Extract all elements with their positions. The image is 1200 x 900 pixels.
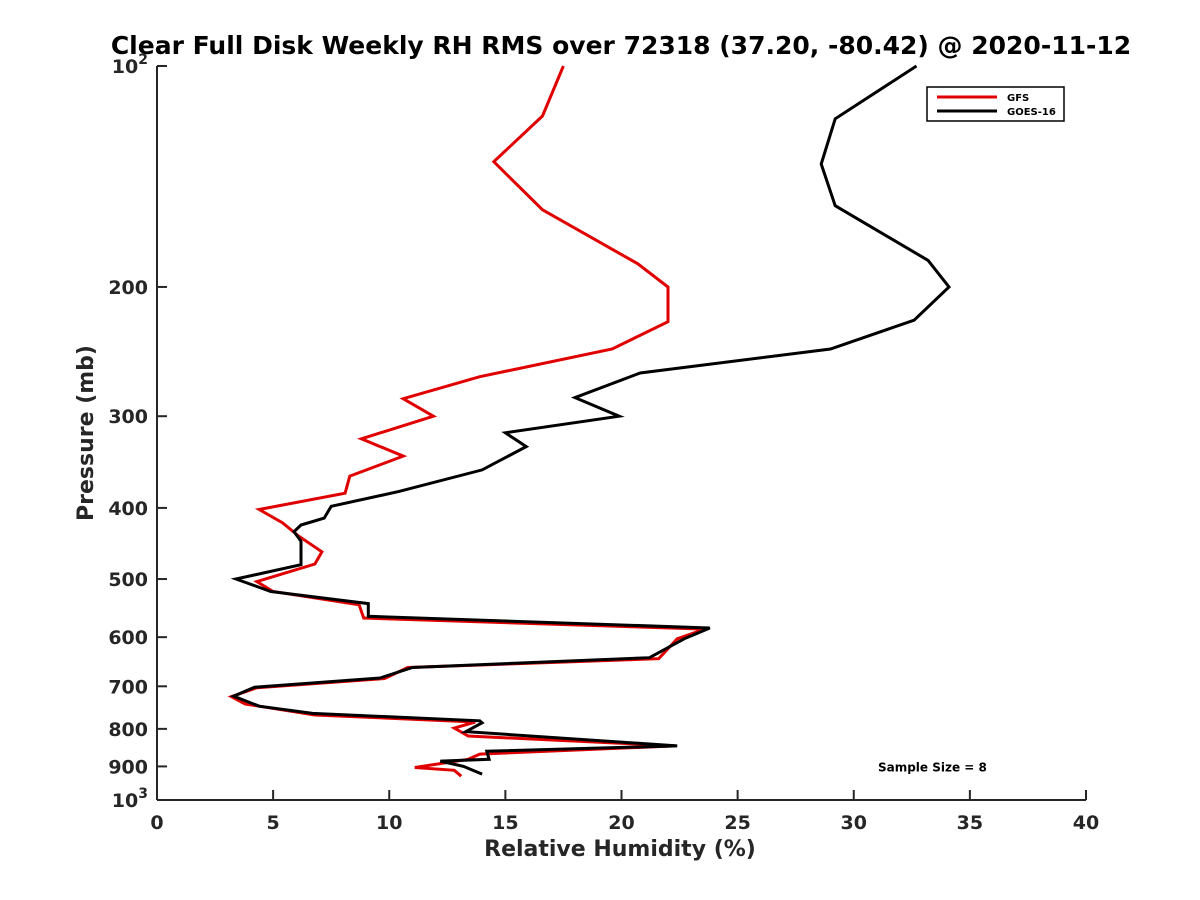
series-line-gfs	[227, 65, 706, 778]
x-tick-label: 40	[1073, 812, 1099, 834]
y-tick-label: 103	[112, 786, 148, 812]
y-tick-label: 300	[108, 406, 148, 428]
x-tick-label: 15	[492, 812, 518, 834]
x-tick-label: 20	[608, 812, 634, 834]
legend-box	[926, 86, 1065, 122]
x-tick-label: 35	[957, 812, 983, 834]
y-tick-label: 900	[108, 756, 148, 778]
y-axis-label: Pressure (mb)	[74, 345, 99, 521]
x-tick-label: 0	[150, 812, 163, 834]
y-tick-label: 800	[108, 719, 148, 741]
y-tick-label: 500	[108, 569, 148, 591]
annotations-layer: Sample Size = 8	[878, 760, 987, 774]
legend-label-gfs: GFS	[1007, 93, 1029, 104]
x-tick-label: 10	[376, 812, 402, 834]
y-tick-label: 200	[108, 277, 148, 299]
series-line-goes-16	[229, 64, 952, 776]
x-tick-label: 25	[724, 812, 750, 834]
legend-label-goes-16: GOES-16	[1007, 107, 1056, 118]
x-axis-label: Relative Humidity (%)	[484, 837, 756, 862]
y-tick-label: 400	[108, 498, 148, 520]
axes: 0 5 10 15 20 25 30 35 40 102 200 300 400 500 600 700 800…	[108, 52, 1099, 834]
series-layer	[227, 64, 952, 778]
x-tick-label: 30	[841, 812, 867, 834]
y-tick-label: 600	[108, 627, 148, 649]
chart-title: Clear Full Disk Weekly RH RMS over 72318…	[111, 31, 1131, 60]
y-tick-label: 700	[108, 676, 148, 698]
y-tick-label: 102	[112, 52, 148, 78]
sample-size-annotation: Sample Size = 8	[878, 760, 987, 774]
legend: GFS GOES-16	[926, 86, 1065, 122]
x-tick-label: 5	[267, 812, 280, 834]
